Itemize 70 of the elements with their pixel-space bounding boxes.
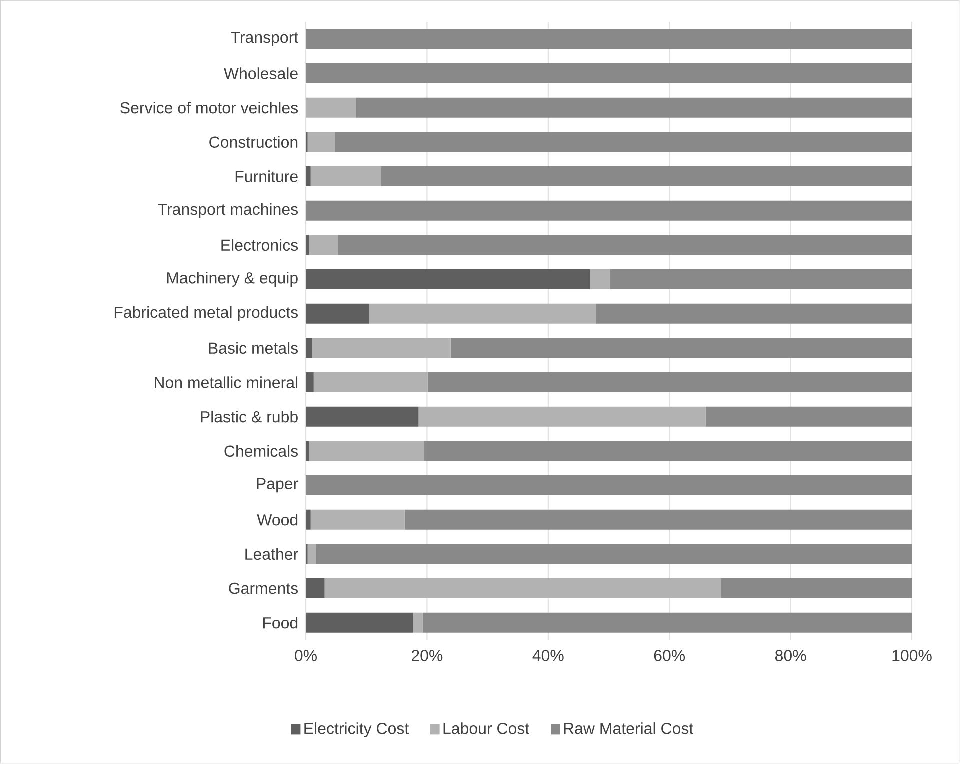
bar bbox=[306, 406, 419, 427]
y-tick-label: Basic metals bbox=[209, 342, 298, 354]
y-tick-label: Paper bbox=[257, 478, 298, 493]
bar bbox=[450, 338, 912, 358]
bar bbox=[306, 510, 311, 530]
y-tick-label: Fabricated metal products bbox=[114, 306, 298, 322]
y-tick-label: Construction bbox=[210, 136, 298, 148]
bar bbox=[424, 441, 912, 462]
bar bbox=[306, 338, 312, 358]
bar bbox=[306, 235, 310, 256]
bar bbox=[306, 270, 590, 290]
bar bbox=[413, 612, 423, 633]
x-tick-label: 40% bbox=[532, 650, 564, 662]
bar bbox=[306, 98, 356, 118]
bar bbox=[422, 612, 912, 633]
bar bbox=[306, 166, 311, 187]
bar bbox=[306, 304, 370, 324]
bar bbox=[404, 510, 912, 530]
legend-label: Labour Cost bbox=[444, 722, 530, 734]
bar bbox=[721, 578, 912, 599]
bar bbox=[310, 166, 382, 187]
y-tick-label: Garments bbox=[229, 582, 298, 594]
legend-label: Raw Material Cost bbox=[564, 722, 694, 734]
x-tick-label: 20% bbox=[412, 650, 443, 662]
x-tick-label: 0% bbox=[295, 650, 317, 662]
bar bbox=[314, 372, 428, 393]
x-tick-label: 80% bbox=[775, 650, 806, 662]
bar bbox=[610, 270, 912, 290]
bar bbox=[428, 372, 912, 393]
bar bbox=[312, 338, 451, 358]
bar bbox=[309, 235, 338, 256]
y-tick-label: Machinery & equip bbox=[167, 272, 298, 287]
y-tick-label: Wood bbox=[257, 514, 298, 526]
bar bbox=[338, 235, 912, 256]
bar bbox=[306, 200, 912, 221]
bar bbox=[335, 132, 912, 152]
bar bbox=[306, 476, 912, 496]
y-tick-label: Service of motor veichles bbox=[120, 102, 298, 114]
bar bbox=[309, 441, 424, 462]
y-tick-label: Furniture bbox=[236, 170, 298, 182]
y-tick-label: Plastic & rubb bbox=[201, 410, 298, 423]
y-tick-label: Non metallic mineral bbox=[155, 376, 298, 388]
bar bbox=[308, 132, 336, 152]
x-tick-label: 100% bbox=[892, 650, 932, 662]
y-tick-label: Food bbox=[263, 616, 298, 629]
bar bbox=[306, 64, 912, 84]
bar bbox=[418, 406, 706, 427]
bar bbox=[306, 372, 314, 393]
bar bbox=[356, 98, 912, 118]
y-tick-label: Transport machines bbox=[158, 203, 298, 218]
x-tick-label: 60% bbox=[654, 650, 686, 662]
bar bbox=[369, 304, 596, 324]
bar bbox=[306, 441, 310, 462]
y-tick-label: Leather bbox=[246, 548, 298, 560]
y-tick-label: Electronics bbox=[222, 239, 298, 252]
y-tick-label: Transport bbox=[231, 32, 298, 46]
bar bbox=[324, 578, 722, 599]
legend-label: Electricity Cost bbox=[304, 722, 410, 738]
bar bbox=[381, 166, 912, 187]
bar bbox=[590, 270, 610, 290]
y-tick-label: Wholesale bbox=[224, 68, 298, 80]
bar bbox=[706, 406, 912, 427]
bar bbox=[306, 612, 414, 633]
bar bbox=[306, 578, 325, 599]
bar bbox=[316, 544, 912, 564]
bar bbox=[310, 510, 405, 530]
y-tick-label: Chemicals bbox=[224, 445, 298, 458]
bar bbox=[306, 29, 912, 50]
bar bbox=[308, 544, 316, 564]
bar bbox=[596, 304, 912, 324]
